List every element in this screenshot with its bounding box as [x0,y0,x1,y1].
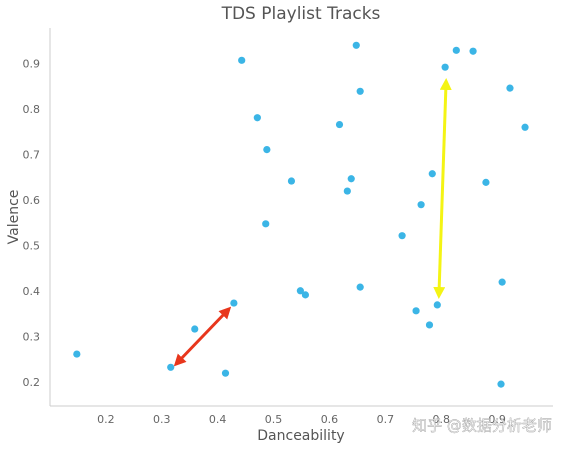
y-tick-label: 0.2 [23,376,41,389]
y-tick-label: 0.3 [23,331,41,344]
x-tick-label: 0.4 [209,413,227,426]
x-tick-label: 0.3 [153,413,171,426]
point [506,84,514,92]
point [352,41,360,49]
point [428,170,436,178]
red-arrow [173,306,232,367]
point [335,120,344,129]
point [356,87,364,95]
point [469,47,477,55]
point [253,114,261,122]
point [343,187,351,195]
point [230,299,238,307]
point [356,283,364,291]
point [425,321,434,329]
x-tick-label: 0.9 [488,413,506,426]
point [347,175,355,183]
y-tick-label: 0.6 [23,194,41,207]
y-tick-label: 0.7 [23,149,41,162]
x-tick-label: 0.7 [377,413,395,426]
point [263,145,271,154]
point [412,307,420,315]
point [73,350,81,358]
point [433,301,441,309]
x-tick-label: 0.8 [432,413,450,426]
point [167,363,175,371]
watermark: 知乎 @数据分析老师 [412,417,552,435]
x-tick-label: 0.2 [97,413,115,426]
yellow-arrow [433,78,452,299]
x-axis-label: Danceability [257,428,344,444]
point [452,46,460,54]
y-axis-label: Valence [6,190,22,245]
point [482,178,490,186]
point [287,177,296,185]
point [498,278,506,286]
point [301,291,310,299]
y-tick-label: 0.8 [23,103,41,116]
y-tick-label: 0.5 [23,240,41,253]
x-tick-label: 0.5 [265,413,283,426]
point [191,325,199,333]
point [417,201,425,209]
point [296,287,304,295]
point [262,220,270,228]
y-tick-label: 0.4 [23,285,41,298]
x-tick-label: 0.6 [321,413,339,426]
point [221,369,230,377]
point [398,232,406,240]
chart-title: TDS Playlist Tracks [221,4,381,24]
point [238,56,246,64]
point [441,63,449,71]
point [521,123,529,131]
y-tick-label: 0.9 [23,57,41,70]
point [497,380,505,388]
